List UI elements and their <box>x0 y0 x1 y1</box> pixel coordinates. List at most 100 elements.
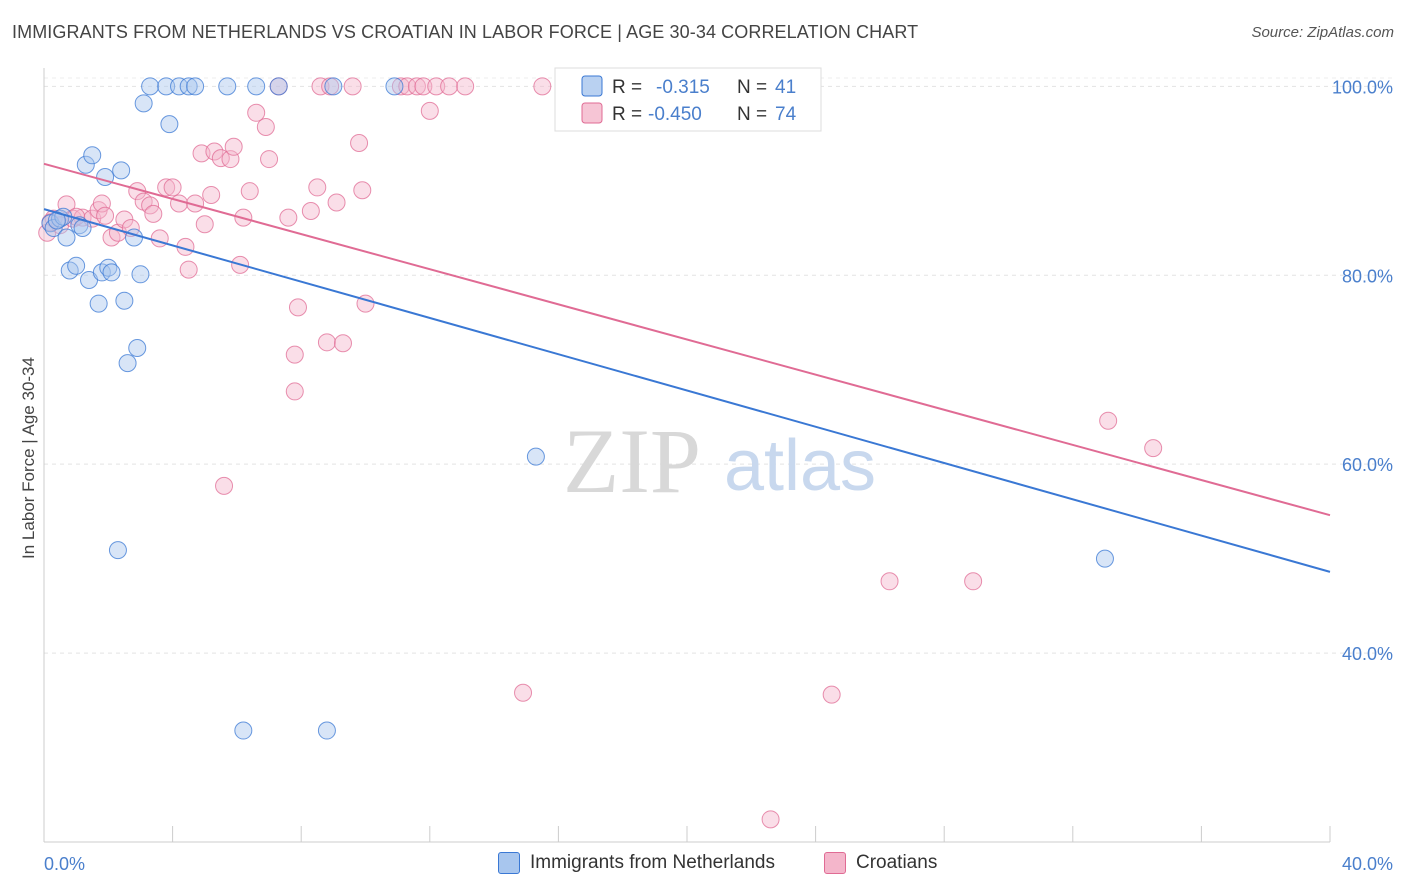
legend-r-value-pink: -0.450 <box>648 104 702 125</box>
x-tick-label: 40.0% <box>1342 854 1393 874</box>
point-netherlands <box>89 294 108 313</box>
point-croatian <box>170 194 189 213</box>
point-croatian <box>350 134 369 153</box>
point-croatian <box>247 103 266 122</box>
point-croatian <box>224 137 243 156</box>
point-croatian <box>285 382 304 401</box>
point-croatian <box>398 77 417 96</box>
point-netherlands <box>99 258 118 277</box>
point-croatian <box>240 182 259 201</box>
point-croatian <box>761 810 780 829</box>
point-croatian <box>260 150 279 169</box>
point-croatian <box>205 142 224 161</box>
legend-correlation: R = -0.315 N = 41 R = -0.450 N = 74 <box>554 67 822 132</box>
legend-r-label-blue: R = <box>612 77 642 98</box>
legend-swatch-pink-bottom <box>824 852 846 874</box>
y-tick-label: 100.0% <box>1332 77 1393 97</box>
legend-swatch-pink <box>581 102 603 124</box>
watermark-zip: ZIP <box>563 410 701 512</box>
watermark: ZIP atlas <box>563 410 876 512</box>
point-netherlands <box>1095 549 1114 568</box>
point-croatian <box>179 260 198 279</box>
legend-series: Immigrants from Netherlands Croatians <box>0 852 1406 880</box>
point-netherlands <box>170 77 189 96</box>
legend-n-label-pink: N = <box>737 104 767 125</box>
point-netherlands <box>60 261 79 280</box>
point-netherlands <box>118 354 137 373</box>
trend-line-netherlands <box>43 208 1331 573</box>
point-netherlands <box>83 146 102 165</box>
point-croatian <box>822 685 841 704</box>
legend-label-immigrants-from-netherlands: Immigrants from Netherlands <box>530 852 775 873</box>
point-croatian <box>353 181 372 200</box>
point-netherlands <box>134 94 153 113</box>
series-immigrants-from-netherlands <box>41 77 1114 740</box>
point-netherlands <box>526 447 545 466</box>
point-netherlands <box>218 77 237 96</box>
y-tick-label: 80.0% <box>1342 266 1393 286</box>
point-croatian <box>514 683 533 702</box>
chart-title: IMMIGRANTS FROM NETHERLANDS VS CROATIAN … <box>12 22 919 42</box>
point-croatian <box>1099 411 1118 430</box>
point-croatian <box>456 77 475 96</box>
point-netherlands <box>157 77 176 96</box>
point-croatian <box>880 572 899 591</box>
point-netherlands <box>234 721 253 740</box>
legend-n-value-blue: 41 <box>775 77 796 98</box>
point-netherlands <box>112 161 131 180</box>
point-croatian <box>279 208 298 227</box>
grid-lines <box>44 77 1392 654</box>
point-netherlands <box>186 77 205 96</box>
trend-line-croatians <box>43 162 1331 517</box>
point-netherlands <box>57 228 76 247</box>
point-croatian <box>144 204 163 223</box>
watermark-atlas: atlas <box>724 426 876 506</box>
legend-swatch-blue <box>581 75 603 97</box>
point-croatian <box>96 206 115 225</box>
point-netherlands <box>125 228 144 247</box>
point-croatian <box>407 77 426 96</box>
legend-r-label-pink: R = <box>612 104 642 125</box>
axes <box>43 68 1331 843</box>
point-netherlands <box>67 256 86 275</box>
point-croatian <box>317 333 336 352</box>
point-croatian <box>414 77 433 96</box>
legend-r-value-blue: -0.315 <box>656 77 710 98</box>
point-netherlands <box>115 291 134 310</box>
legend-n-label-blue: N = <box>737 77 767 98</box>
point-netherlands <box>92 263 111 282</box>
y-tick-label: 60.0% <box>1342 455 1393 475</box>
point-croatian <box>157 178 176 197</box>
point-croatian <box>301 202 320 221</box>
y-axis-label: In Labor Force | Age 30-34 <box>19 357 38 559</box>
point-croatian <box>420 101 439 120</box>
point-netherlands <box>102 263 121 282</box>
point-croatian <box>202 185 221 204</box>
point-croatian <box>285 345 304 364</box>
point-croatian <box>308 178 327 197</box>
point-netherlands <box>269 77 288 96</box>
point-croatian <box>215 476 234 495</box>
x-tick-label: 0.0% <box>44 854 85 874</box>
point-croatian <box>964 572 983 591</box>
point-croatian <box>533 77 552 96</box>
point-croatian <box>211 149 230 168</box>
point-netherlands <box>160 115 179 134</box>
point-croatian <box>440 77 459 96</box>
legend-label-croatians: Croatians <box>856 852 938 873</box>
point-netherlands <box>385 77 404 96</box>
legend-item-croatians: Croatians <box>824 852 937 874</box>
legend-n-value-pink: 74 <box>775 104 797 125</box>
point-croatian <box>343 77 362 96</box>
legend-swatch-blue-bottom <box>498 852 520 874</box>
point-netherlands <box>128 338 147 357</box>
point-croatian <box>1144 439 1163 458</box>
tick-labels: 40.0% 60.0% 80.0% 100.0% 0.0% 40.0% <box>44 77 1393 874</box>
point-croatian <box>427 77 446 96</box>
point-netherlands <box>324 77 343 96</box>
point-netherlands <box>317 721 336 740</box>
point-croatian <box>391 77 410 96</box>
chart-source: Source: ZipAtlas.com <box>1251 24 1394 41</box>
point-netherlands <box>179 77 198 96</box>
